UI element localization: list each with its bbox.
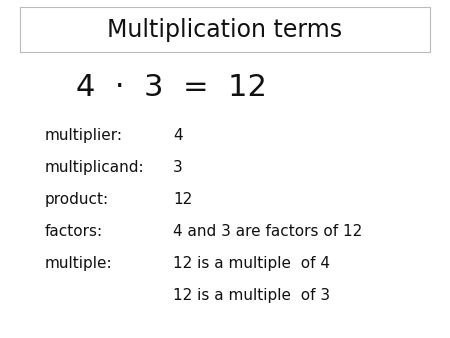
Text: 12: 12 — [173, 192, 193, 207]
Text: 12 is a multiple  of 3: 12 is a multiple of 3 — [173, 288, 330, 303]
Text: factors:: factors: — [45, 224, 103, 239]
FancyBboxPatch shape — [20, 7, 430, 52]
Text: 4  ·  3  =  12: 4 · 3 = 12 — [76, 73, 266, 102]
Text: Multiplication terms: Multiplication terms — [108, 18, 342, 42]
Text: multiple:: multiple: — [45, 256, 112, 271]
Text: 4 and 3 are factors of 12: 4 and 3 are factors of 12 — [173, 224, 363, 239]
Text: product:: product: — [45, 192, 109, 207]
Text: 3: 3 — [173, 160, 183, 175]
Text: 4: 4 — [173, 128, 183, 143]
Text: multiplicand:: multiplicand: — [45, 160, 144, 175]
Text: multiplier:: multiplier: — [45, 128, 123, 143]
Text: 12 is a multiple  of 4: 12 is a multiple of 4 — [173, 256, 330, 271]
